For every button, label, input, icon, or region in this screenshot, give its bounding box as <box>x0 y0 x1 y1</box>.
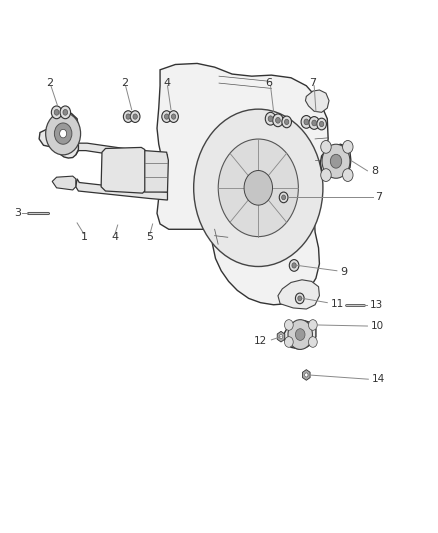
Text: 14: 14 <box>372 374 385 384</box>
Circle shape <box>279 335 283 338</box>
Text: 7: 7 <box>309 78 316 88</box>
Circle shape <box>343 141 353 154</box>
Text: 8: 8 <box>371 166 378 176</box>
Text: 11: 11 <box>331 298 344 309</box>
Circle shape <box>273 114 283 127</box>
Polygon shape <box>141 151 168 192</box>
Circle shape <box>321 168 331 181</box>
Circle shape <box>63 109 67 115</box>
Polygon shape <box>320 144 351 177</box>
Circle shape <box>319 122 324 127</box>
Circle shape <box>54 109 59 115</box>
Circle shape <box>305 373 308 377</box>
Circle shape <box>298 296 302 301</box>
Circle shape <box>295 329 305 341</box>
Polygon shape <box>277 332 285 342</box>
Text: 4: 4 <box>112 232 119 242</box>
Text: 6: 6 <box>266 78 273 88</box>
Circle shape <box>124 111 133 123</box>
Text: 12: 12 <box>254 336 267 346</box>
Text: 2: 2 <box>46 78 53 88</box>
Text: 5: 5 <box>147 232 153 242</box>
Circle shape <box>288 320 312 350</box>
Polygon shape <box>76 179 167 200</box>
Circle shape <box>321 141 331 154</box>
Text: 2: 2 <box>121 78 128 88</box>
Circle shape <box>279 192 288 203</box>
Text: 1: 1 <box>81 232 88 242</box>
Circle shape <box>285 337 293 348</box>
Polygon shape <box>157 63 328 305</box>
Circle shape <box>276 117 280 123</box>
Circle shape <box>244 171 272 205</box>
Polygon shape <box>278 280 319 309</box>
Circle shape <box>164 114 169 119</box>
Circle shape <box>218 139 298 237</box>
Text: 10: 10 <box>371 321 384 331</box>
Text: 3: 3 <box>14 208 21 219</box>
Circle shape <box>169 111 178 123</box>
Polygon shape <box>74 143 167 163</box>
Circle shape <box>312 120 317 126</box>
Circle shape <box>295 293 304 304</box>
Circle shape <box>51 106 62 119</box>
Circle shape <box>343 168 353 181</box>
Circle shape <box>265 112 276 125</box>
Circle shape <box>162 111 171 123</box>
Polygon shape <box>52 176 76 190</box>
Circle shape <box>131 111 140 123</box>
Text: 4: 4 <box>163 78 170 88</box>
Circle shape <box>309 117 319 130</box>
Circle shape <box>308 337 317 348</box>
Circle shape <box>330 155 342 168</box>
Circle shape <box>285 119 289 125</box>
Text: 13: 13 <box>370 300 383 310</box>
Circle shape <box>194 109 323 266</box>
Circle shape <box>60 106 71 119</box>
Circle shape <box>126 114 131 119</box>
Circle shape <box>133 114 138 119</box>
Circle shape <box>289 260 299 271</box>
Circle shape <box>46 112 81 155</box>
Circle shape <box>282 116 291 128</box>
Circle shape <box>171 114 176 119</box>
Polygon shape <box>284 321 316 349</box>
Circle shape <box>301 116 311 128</box>
Polygon shape <box>101 148 145 193</box>
Text: 7: 7 <box>375 192 382 203</box>
Circle shape <box>304 119 309 125</box>
Circle shape <box>54 123 72 144</box>
Text: 9: 9 <box>340 267 347 277</box>
Polygon shape <box>303 369 310 380</box>
Circle shape <box>268 116 273 122</box>
Circle shape <box>322 144 350 178</box>
Circle shape <box>308 320 317 330</box>
Circle shape <box>60 130 67 138</box>
Polygon shape <box>39 112 78 158</box>
Circle shape <box>282 195 286 200</box>
Polygon shape <box>305 90 329 112</box>
Circle shape <box>285 320 293 330</box>
Circle shape <box>292 263 296 268</box>
Circle shape <box>317 118 326 130</box>
